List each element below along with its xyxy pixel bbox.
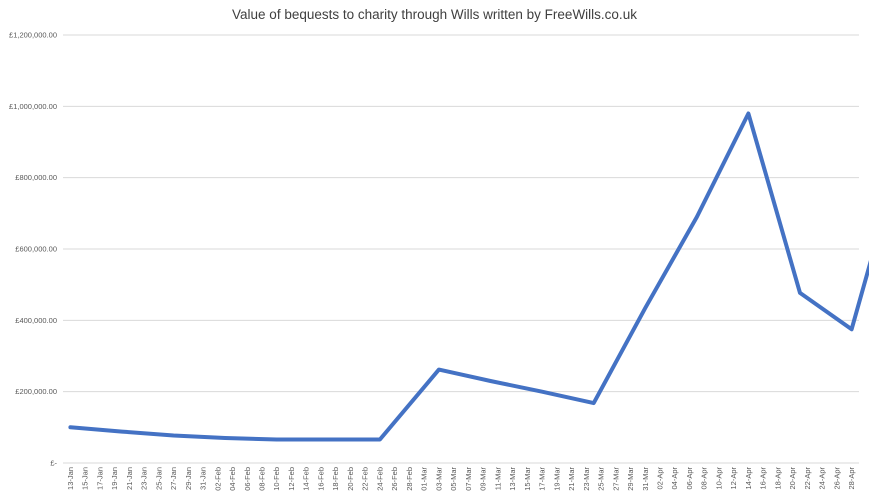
x-tick-label: 29-Mar (626, 467, 635, 491)
y-tick-label: £1,000,000.00 (9, 102, 57, 111)
x-tick-label: 21-Mar (567, 467, 576, 491)
x-tick-label: 10-Apr (714, 467, 723, 490)
x-tick-label: 27-Jan (169, 467, 178, 490)
x-tick-label: 17-Mar (538, 467, 547, 491)
x-tick-label: 05-Mar (449, 467, 458, 491)
x-tick-label: 08-Feb (258, 467, 267, 491)
x-tick-label: 16-Feb (316, 467, 325, 491)
x-tick-label: 03-Mar (434, 467, 443, 491)
x-tick-label: 06-Feb (243, 467, 252, 491)
x-tick-label: 09-Mar (479, 467, 488, 491)
y-tick-label: £- (50, 459, 57, 468)
y-tick-label: £800,000.00 (15, 173, 57, 182)
y-tick-label: £1,200,000.00 (9, 31, 57, 40)
x-tick-label: 14-Apr (744, 467, 753, 490)
y-tick-label: £600,000.00 (15, 245, 57, 254)
x-tick-label: 21-Jan (125, 467, 134, 490)
x-tick-label: 07-Mar (464, 467, 473, 491)
x-tick-label: 28-Apr (847, 467, 856, 490)
series (68, 111, 869, 442)
x-tick-label: 01-Mar (420, 467, 429, 491)
x-tick-label: 20-Feb (346, 467, 355, 491)
x-tick-label: 31-Mar (641, 467, 650, 491)
x-tick-label: 24-Feb (375, 467, 384, 491)
x-tick-label: 10-Feb (272, 467, 281, 491)
x-tick-label: 02-Apr (656, 467, 665, 490)
x-tick-label: 29-Jan (184, 467, 193, 490)
x-tick-label: 19-Mar (552, 467, 561, 491)
x-tick-label: 28-Feb (405, 467, 414, 491)
x-tick-label: 04-Feb (228, 467, 237, 491)
x-tick-label: 15-Jan (81, 467, 90, 490)
x-tick-label: 26-Apr (832, 467, 841, 490)
x-tick-label: 24-Apr (818, 467, 827, 490)
gridlines (63, 34, 859, 464)
x-tick-label: 02-Feb (213, 467, 222, 491)
y-tick-label: £400,000.00 (15, 316, 57, 325)
x-tick-label: 22-Feb (361, 467, 370, 491)
x-tick-label: 25-Jan (154, 467, 163, 490)
x-tick-label: 18-Feb (331, 467, 340, 491)
x-tick-label: 23-Mar (582, 467, 591, 491)
x-tick-label: 16-Apr (759, 467, 768, 490)
x-tick-label: 04-Apr (670, 467, 679, 490)
x-tick-label: 13-Mar (508, 467, 517, 491)
x-tick-label: 22-Apr (803, 467, 812, 490)
y-axis: £- £200,000.00 £400,000.00 £600,000.00 £800,… (9, 31, 57, 468)
x-tick-label: 19-Jan (110, 467, 119, 490)
series-line (68, 111, 869, 442)
x-tick-label: 27-Mar (611, 467, 620, 491)
x-tick-label: 25-Mar (597, 467, 606, 491)
x-tick-label: 12-Apr (729, 467, 738, 490)
x-tick-label: 15-Mar (523, 467, 532, 491)
x-tick-label: 13-Jan (66, 467, 75, 490)
x-tick-label: 12-Feb (287, 467, 296, 491)
x-tick-label: 23-Jan (140, 467, 149, 490)
x-tick-label: 20-Apr (788, 467, 797, 490)
x-tick-label: 18-Apr (773, 467, 782, 490)
x-tick-label: 14-Feb (302, 467, 311, 491)
x-axis: 13-Jan 15-Jan 17-Jan 19-Jan 21-Jan 23-Jan 25-J… (66, 467, 856, 491)
x-tick-label: 26-Feb (390, 467, 399, 491)
chart-title: Value of bequests to charity through Wil… (232, 7, 637, 22)
x-tick-label: 08-Apr (700, 467, 709, 490)
x-tick-label: 31-Jan (199, 467, 208, 490)
x-tick-label: 17-Jan (95, 467, 104, 490)
y-tick-label: £200,000.00 (15, 387, 57, 396)
x-tick-label: 06-Apr (685, 467, 694, 490)
x-tick-label: 11-Mar (493, 467, 502, 491)
